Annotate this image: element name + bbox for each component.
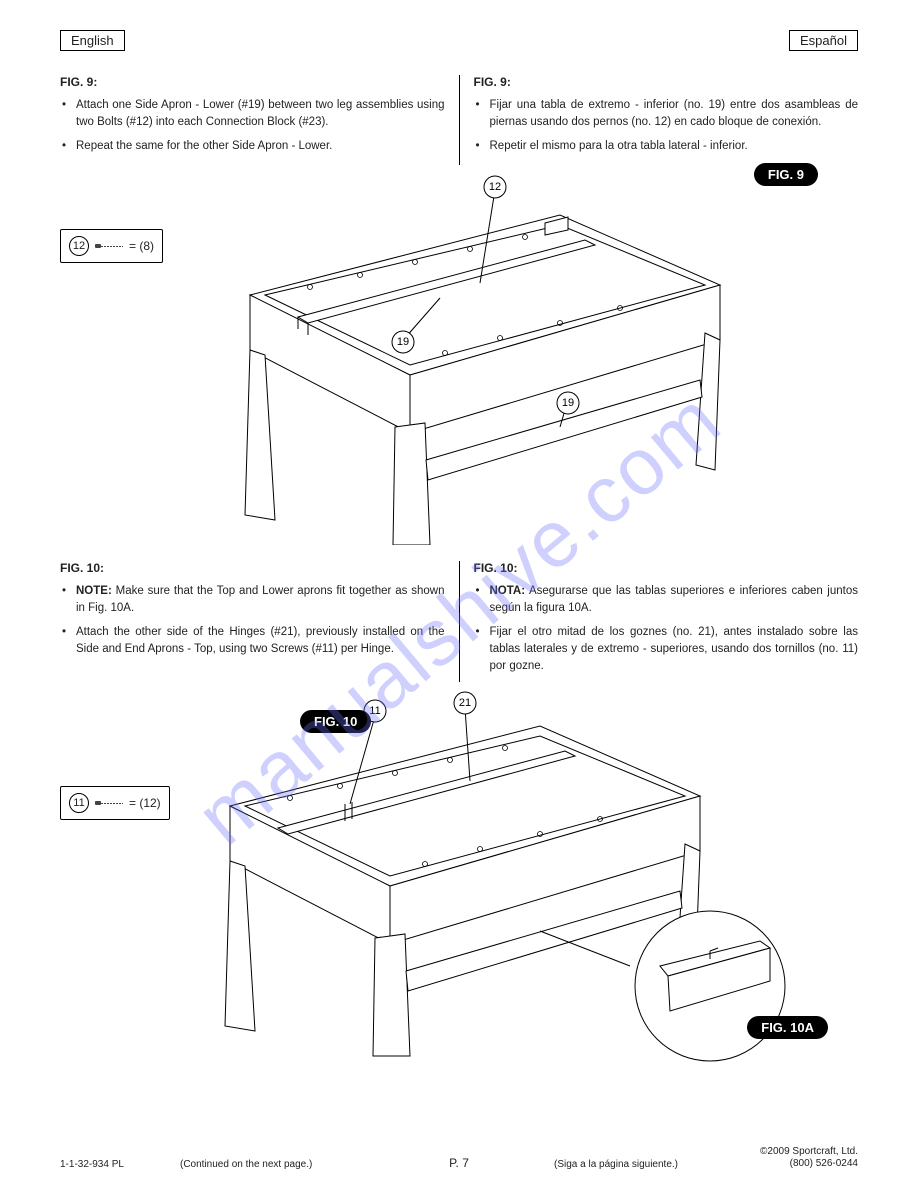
list-item: Attach one Side Apron - Lower (#19) betw… [60,97,445,130]
fig9-en-list: Attach one Side Apron - Lower (#19) betw… [60,97,445,155]
fig9-diagram: 12 = (8) FIG. 9 12 19 [60,169,858,549]
language-labels: English Español [60,30,858,51]
fig9-es-col: FIG. 9: Fijar una tabla de extremo - inf… [460,75,859,165]
list-item: Repeat the same for the other Side Apron… [60,138,445,155]
part-number: 11 [69,793,89,813]
fig9-en-col: FIG. 9: Attach one Side Apron - Lower (#… [60,75,459,165]
fig10-table-svg: 11 21 [170,686,810,1066]
lang-english: English [60,30,125,51]
fig9-instructions: FIG. 9: Attach one Side Apron - Lower (#… [60,75,858,165]
note-label: NOTE: [76,585,112,597]
screw-icon [95,243,123,249]
fig9-parts-box: 12 = (8) [60,229,163,263]
fig10-badge: FIG. 10 [300,710,371,733]
phone: (800) 526-0244 [790,1158,858,1169]
page-footer: 1-1-32-934 PL (Continued on the next pag… [60,1146,858,1170]
fig9-es-heading: FIG. 9: [474,75,859,89]
callout-num: 19 [562,397,574,409]
copyright-block: ©2009 Sportcraft, Ltd. (800) 526-0244 [760,1146,858,1170]
fig10-es-heading: FIG. 10: [474,561,859,575]
list-item: Fijar una tabla de extremo - inferior (n… [474,97,859,130]
part-qty: = (12) [129,796,161,810]
list-item: Attach the other side of the Hinges (#21… [60,624,445,657]
fig9-en-heading: FIG. 9: [60,75,445,89]
list-item: NOTE: Make sure that the Top and Lower a… [60,583,445,616]
fig10-en-list: NOTE: Make sure that the Top and Lower a… [60,583,445,658]
fig10a-badge: FIG. 10A [747,1016,828,1039]
fig9-table-svg: 12 19 19 [190,175,760,545]
list-item: Fijar el otro mitad de los goznes (no. 2… [474,624,859,674]
list-item: Repetir el mismo para la otra tabla late… [474,138,859,155]
fig9-badge: FIG. 9 [754,163,818,186]
fig10-es-list: NOTA: Asegurarse que las tablas superior… [474,583,859,674]
fig10-en-heading: FIG. 10: [60,561,445,575]
fig10-es-col: FIG. 10: NOTA: Asegurarse que las tablas… [460,561,859,682]
callout-num: 11 [369,705,380,717]
note-text: Make sure that the Top and Lower aprons … [76,585,445,614]
copyright: ©2009 Sportcraft, Ltd. [760,1146,858,1157]
callout-num: 19 [397,336,409,348]
fig10-parts-box: 11 = (12) [60,786,170,820]
fig10-instructions: FIG. 10: NOTE: Make sure that the Top an… [60,561,858,682]
part-number: 12 [69,236,89,256]
fig10-en-col: FIG. 10: NOTE: Make sure that the Top an… [60,561,459,682]
page-number: P. 7 [449,1156,469,1170]
fig10-diagram: 11 = (12) 11 21 [60,686,858,1066]
continued-es: (Siga a la página siguiente.) [554,1159,678,1170]
list-item: NOTA: Asegurarse que las tablas superior… [474,583,859,616]
callout-num: 21 [459,697,471,709]
note-text: Asegurarse que las tablas superiores e i… [490,585,859,614]
screw-icon [95,800,123,806]
continued-en: (Continued on the next page.) [180,1159,312,1170]
note-label: NOTA: [490,585,526,597]
lang-spanish: Español [789,30,858,51]
doc-code: 1-1-32-934 PL [60,1159,124,1170]
callout-num: 12 [489,181,501,193]
fig9-es-list: Fijar una tabla de extremo - inferior (n… [474,97,859,155]
part-qty: = (8) [129,239,154,253]
